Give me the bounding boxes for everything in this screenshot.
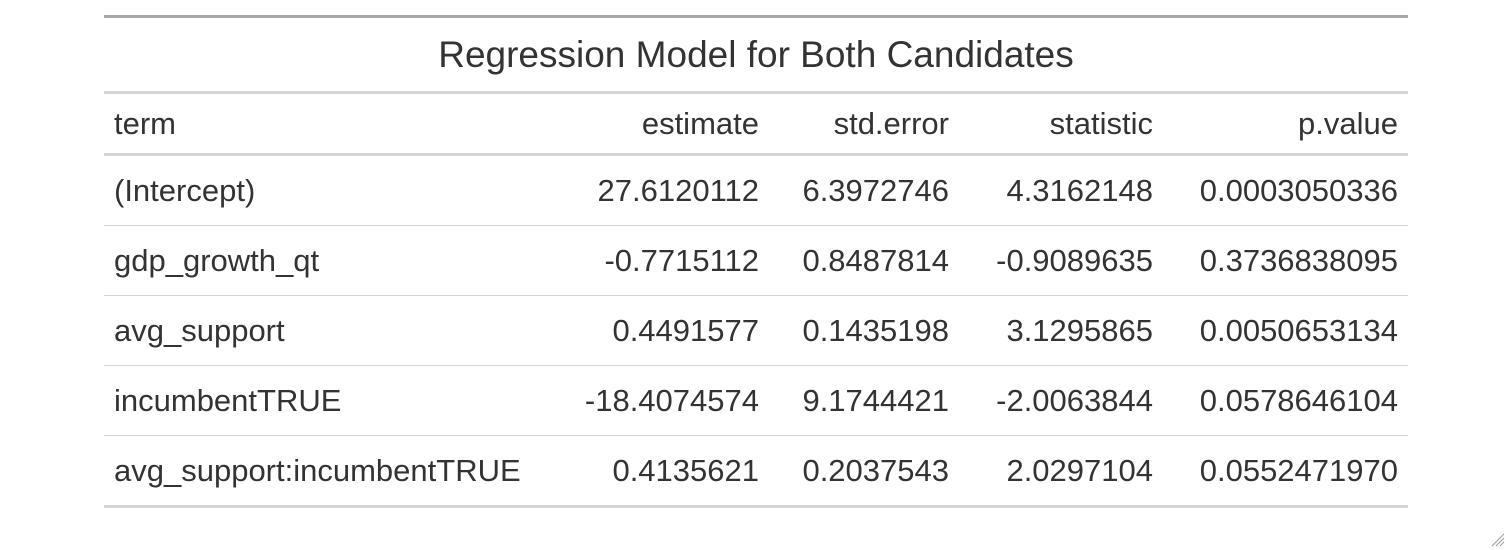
cell-p-value: 0.0578646104 (1163, 365, 1408, 436)
cell-p-value: 0.3736838095 (1163, 225, 1408, 296)
table-row: avg_support 0.4491577 0.1435198 3.129586… (104, 295, 1408, 366)
cell-term: avg_support:incumbentTRUE (104, 435, 549, 507)
column-header-row: term estimate std.error statistic p.valu… (104, 92, 1408, 156)
table-title-row: Regression Model for Both Candidates (104, 16, 1408, 94)
cell-estimate: 27.6120112 (597, 172, 759, 208)
cell-statistic: 2.0297104 (959, 435, 1163, 507)
regression-table-container: Regression Model for Both Candidates ter… (104, 15, 1408, 508)
cell-std-error: 0.2037543 (769, 435, 959, 507)
cell-estimate: -18.4074574 (549, 365, 769, 436)
cell-term: (Intercept) (114, 172, 256, 208)
column-header-estimate: estimate (549, 92, 769, 156)
cell-term: avg_support (104, 295, 549, 366)
cell-p-value: 0.0003050336 (1199, 172, 1398, 208)
resize-grip-icon[interactable] (1489, 531, 1505, 547)
cell-estimate: 0.4135621 (549, 435, 769, 507)
column-header-p-value: p.value (1163, 92, 1408, 156)
cell-statistic: 3.1295865 (959, 295, 1163, 366)
table-row: gdp_growth_qt -0.7715112 0.8487814 -0.90… (104, 225, 1408, 296)
column-header-statistic: statistic (959, 92, 1163, 156)
cell-statistic: -2.0063844 (959, 365, 1163, 436)
cell-std-error: 6.3972746 (802, 172, 949, 208)
table-row: (Intercept) 27.6120112 6.3972746 4.31621… (104, 155, 1408, 226)
table-row: incumbentTRUE -18.4074574 9.1744421 -2.0… (104, 365, 1408, 436)
cell-statistic: 4.3162148 (1006, 172, 1153, 208)
cell-term: incumbentTRUE (104, 365, 549, 436)
cell-estimate: -0.7715112 (549, 225, 769, 296)
cell-std-error: 9.1744421 (769, 365, 959, 436)
regression-table: Regression Model for Both Candidates ter… (104, 15, 1408, 508)
cell-std-error: 0.8487814 (769, 225, 959, 296)
cell-term: gdp_growth_qt (104, 225, 549, 296)
column-header-std-error: std.error (769, 92, 959, 156)
cell-p-value: 0.0552471970 (1163, 435, 1408, 507)
table-title: Regression Model for Both Candidates (104, 16, 1408, 94)
cell-statistic: -0.9089635 (959, 225, 1163, 296)
cell-p-value: 0.0050653134 (1163, 295, 1408, 366)
column-header-term: term (104, 92, 549, 156)
table-row: avg_support:incumbentTRUE 0.4135621 0.20… (104, 435, 1408, 507)
cell-estimate: 0.4491577 (549, 295, 769, 366)
cell-std-error: 0.1435198 (769, 295, 959, 366)
